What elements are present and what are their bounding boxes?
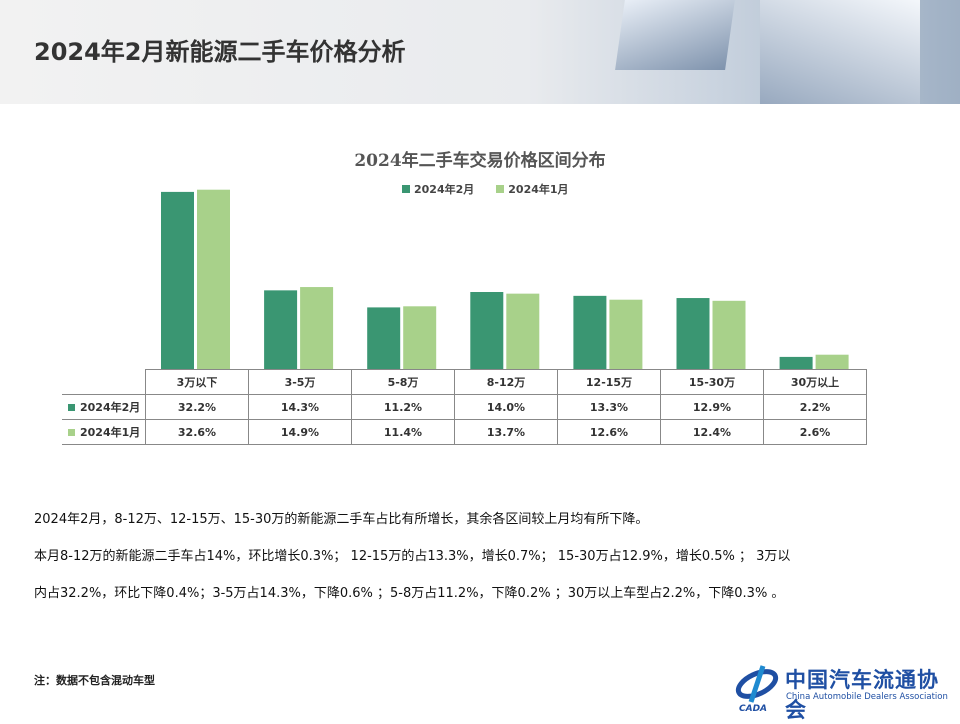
category-label: 5-8万 — [351, 369, 455, 395]
bar-feb-0 — [161, 191, 194, 369]
data-label: 12.9% — [660, 394, 764, 420]
bar-jan-0 — [197, 189, 230, 369]
bar-jan-6 — [815, 354, 849, 369]
footnote: 注：数据不包含混动车型 — [34, 674, 155, 687]
bar-chart — [161, 189, 849, 369]
category-label: 30万以上 — [763, 369, 867, 395]
bar-jan-4 — [609, 299, 643, 369]
logo-text-cn: 中国汽车流通协会 — [785, 667, 939, 722]
chart-title: 2024年二手车交易价格区间分布 — [354, 151, 606, 171]
bar-jan-5 — [712, 300, 746, 369]
legend-item-jan: 2024年1月 — [496, 181, 569, 197]
detail-line-1: 本月8-12万的新能源二手车占14%，环比增长0.3%； 12-15万的占13.… — [34, 549, 791, 564]
bar-feb-2 — [367, 307, 401, 369]
data-table: 3万以下 3-5万 5-8万 8-12万 12-15万 15-30万 30万以上 2024年… — [62, 369, 867, 445]
bar-jan-3 — [506, 293, 540, 369]
category-label: 15-30万 — [660, 369, 764, 395]
bar-feb-1 — [264, 290, 298, 369]
logo-text-en: China Automobile Dealers Association — [786, 692, 948, 702]
data-label: 13.7% — [454, 419, 558, 445]
category-label: 3万以下 — [145, 369, 249, 395]
cada-logo-icon: CADA — [735, 665, 779, 712]
data-label: 14.3% — [248, 394, 352, 420]
bar-feb-5 — [676, 298, 710, 369]
row-label-jan: 2024年1月 — [62, 419, 146, 445]
data-label: 13.3% — [557, 394, 661, 420]
detail-line-2: 内占32.2%，环比下降0.4%；3-5万占14.3%，下降0.6% ；5-8万… — [34, 586, 785, 601]
summary-paragraph: 2024年2月，8-12万、12-15万、15-30万的新能源二手车占比有所增长… — [34, 512, 649, 527]
bar-feb-4 — [573, 295, 607, 369]
category-label: 3-5万 — [248, 369, 352, 395]
chart-legend: 2024年2月 2024年1月 — [402, 181, 569, 197]
data-label: 12.6% — [557, 419, 661, 445]
data-label: 32.2% — [145, 394, 249, 420]
svg-text:CADA: CADA — [739, 704, 767, 712]
data-label: 11.4% — [351, 419, 455, 445]
bar-feb-6 — [779, 356, 813, 369]
data-label: 2.6% — [763, 419, 867, 445]
data-label: 14.9% — [248, 419, 352, 445]
data-label: 14.0% — [454, 394, 558, 420]
category-label: 12-15万 — [557, 369, 661, 395]
legend-item-feb: 2024年2月 — [402, 181, 474, 197]
page-title: 2024年2月新能源二手车价格分析 — [34, 38, 406, 66]
bar-jan-1 — [300, 287, 334, 369]
bar-jan-2 — [403, 306, 437, 369]
data-label: 2.2% — [763, 394, 867, 420]
row-label-feb: 2024年2月 — [62, 394, 146, 420]
header-banner — [0, 0, 960, 104]
category-label: 8-12万 — [454, 369, 558, 395]
data-label: 12.4% — [660, 419, 764, 445]
data-label: 11.2% — [351, 394, 455, 420]
bar-feb-3 — [470, 292, 504, 369]
data-label: 32.6% — [145, 419, 249, 445]
